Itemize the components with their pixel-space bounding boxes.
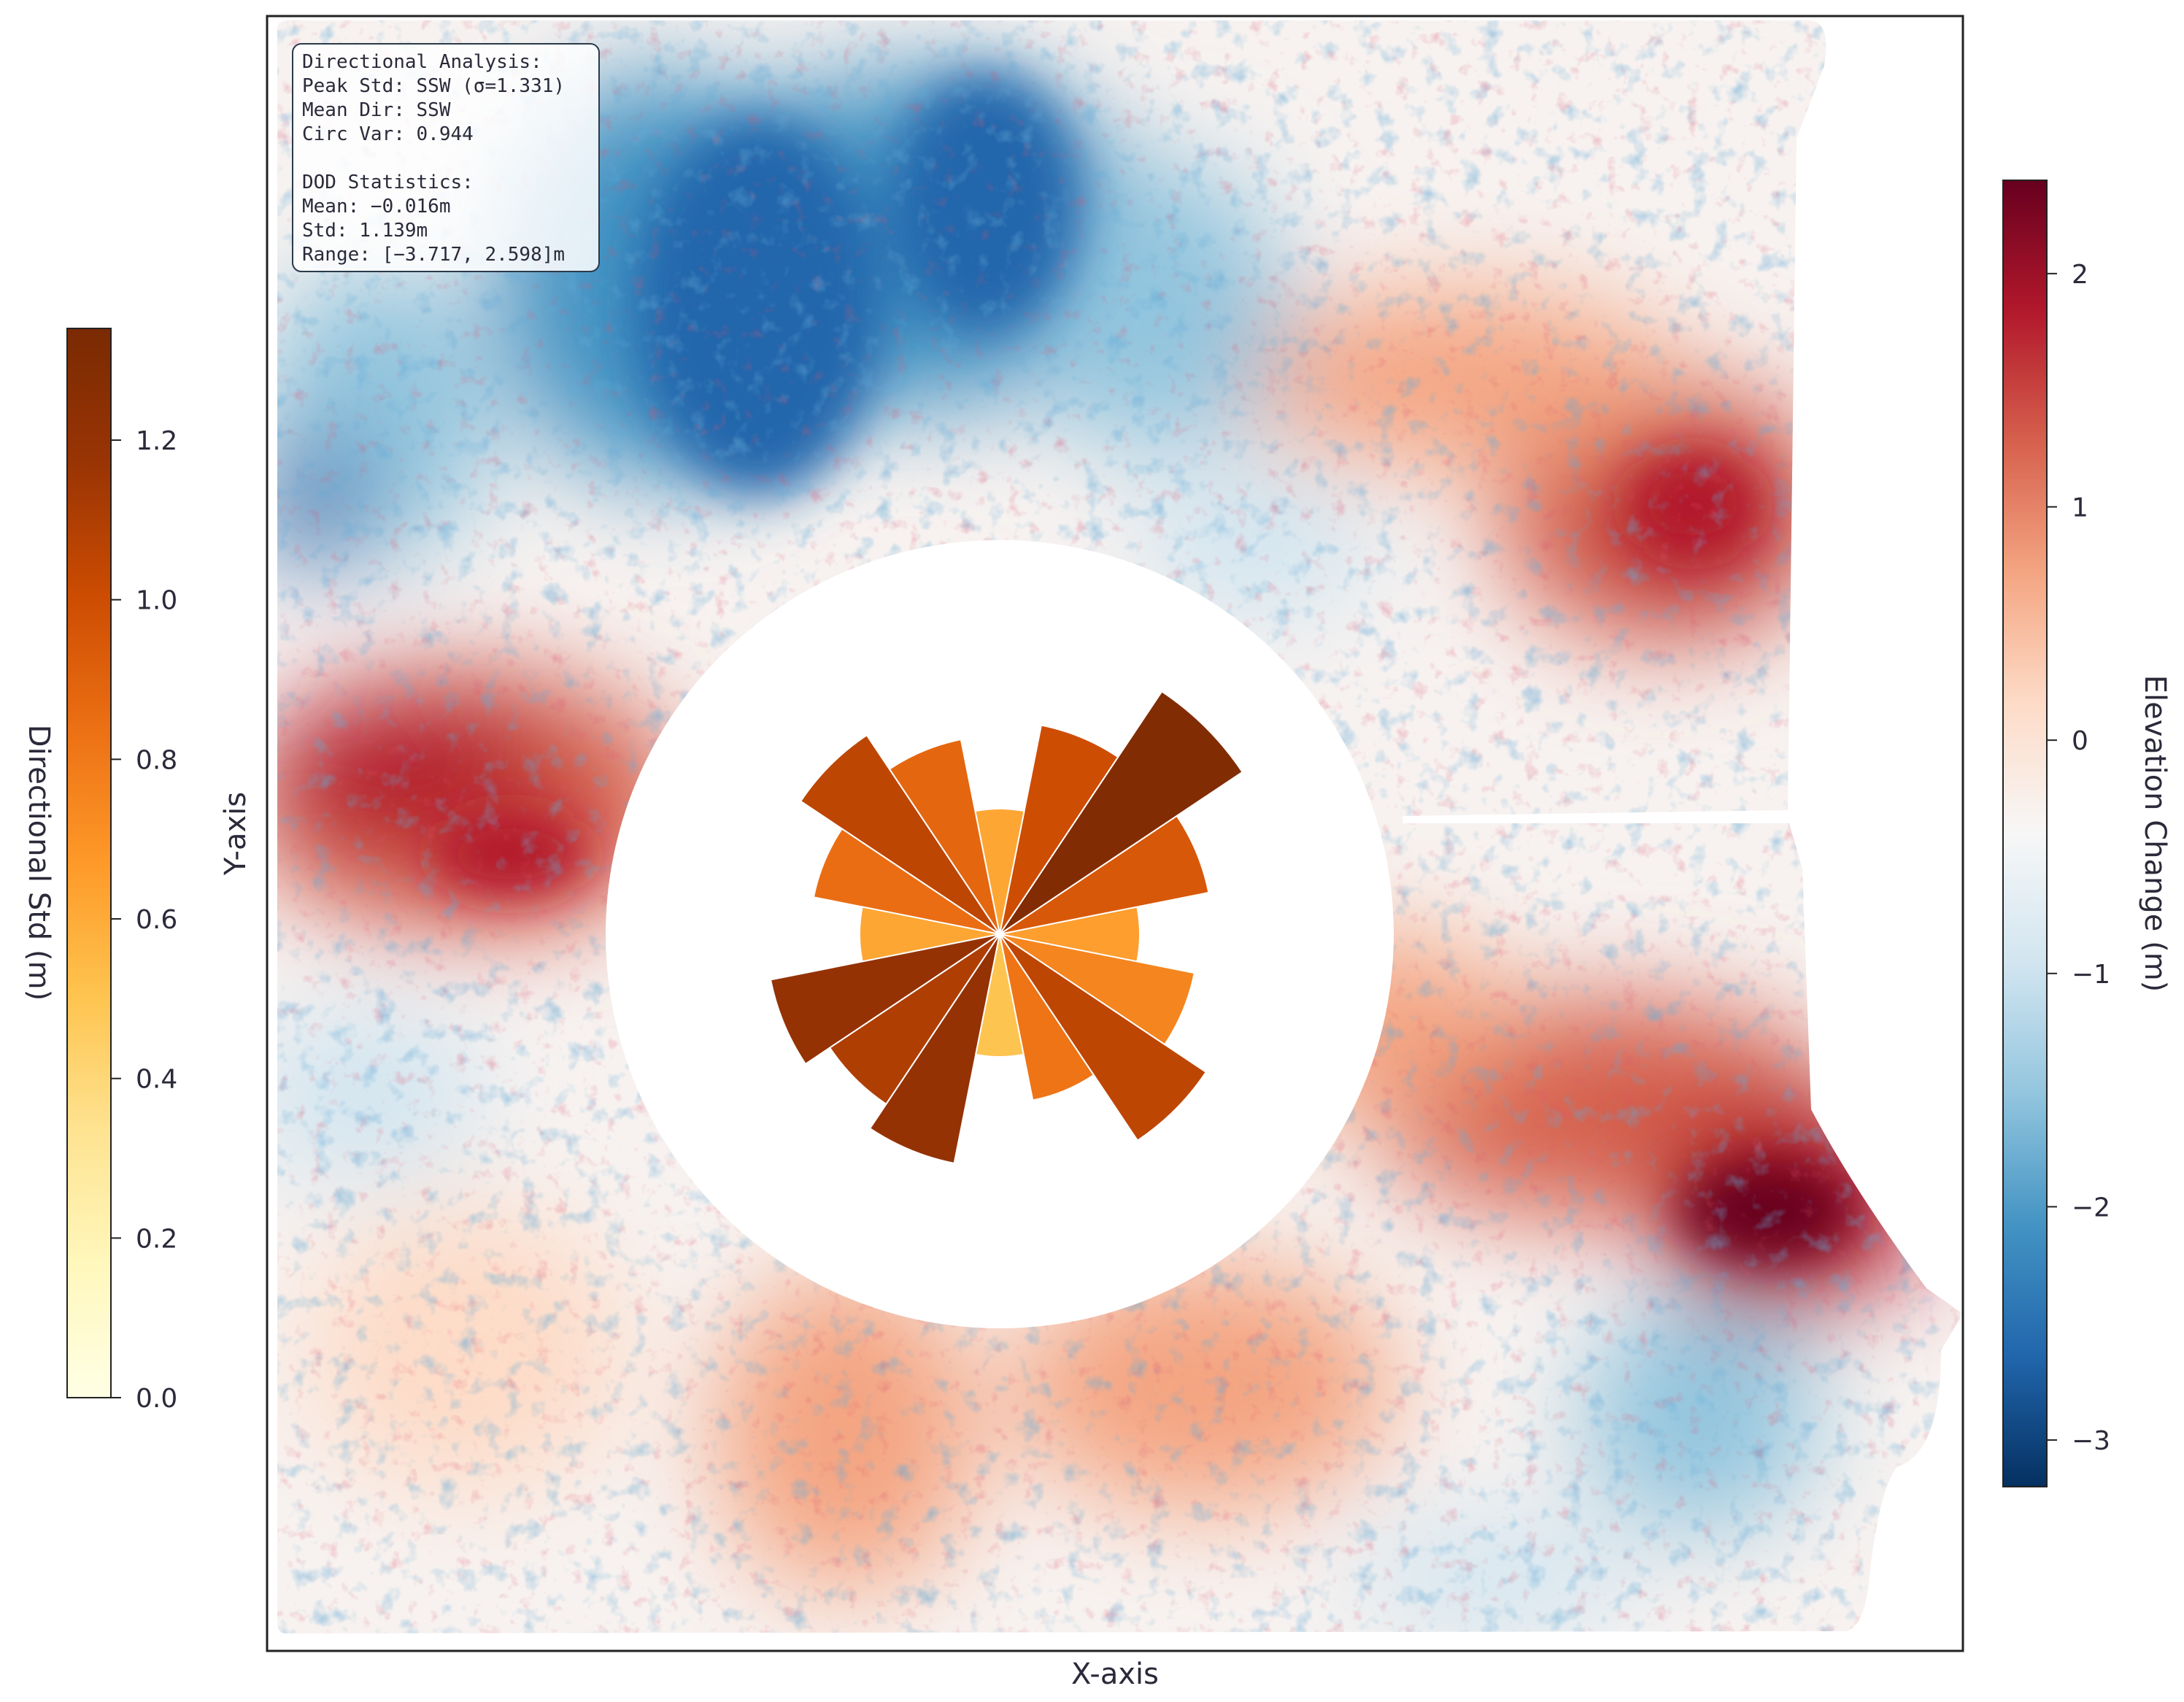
elevation-colorbar-tick-label: −3 bbox=[2072, 1426, 2110, 1456]
elevation-colorbar-label: Elevation Change (m) bbox=[2138, 675, 2172, 993]
directional-std-colorbar-tick-label: 1.2 bbox=[136, 426, 177, 456]
rose-bar-nne bbox=[999, 724, 1119, 935]
elevation-colorbar-gradient bbox=[2002, 180, 2048, 1487]
elevation-colorbar-tick-label: −1 bbox=[2072, 960, 2110, 990]
y-axis-label: Y-axis bbox=[219, 792, 252, 876]
rose-diagram bbox=[769, 690, 1243, 1165]
elevation-colorbar-tick-label: 1 bbox=[2072, 493, 2088, 523]
directional-std-colorbar-tick-label: 0.0 bbox=[136, 1384, 177, 1414]
directional-std-colorbar-tick-label: 0.2 bbox=[136, 1224, 177, 1254]
rose-bar-ssw bbox=[868, 933, 1000, 1165]
annotation-line: Directional Analysis: bbox=[302, 51, 542, 73]
elevation-colorbar-tick-label: 0 bbox=[2072, 726, 2088, 756]
elevation-colorbar: 2 1 0 −1 −2 −3 Elevation Change (m) bbox=[2002, 180, 2172, 1487]
directional-std-colorbar-tick-label: 1.0 bbox=[136, 586, 177, 616]
annotation-line: Circ Var: 0.944 bbox=[302, 123, 474, 145]
directional-std-colorbar-tick-label: 0.8 bbox=[136, 745, 177, 775]
annotation-line: Std: 1.139m bbox=[302, 220, 428, 242]
elevation-colorbar-tick-label: −2 bbox=[2072, 1193, 2110, 1222]
rose-bar-wsw bbox=[769, 933, 1000, 1066]
elevation-colorbar-tick-label: 2 bbox=[2072, 260, 2088, 290]
annotation-line: Range: [−3.717, 2.598]m bbox=[302, 244, 565, 266]
rose-bar-se bbox=[999, 933, 1208, 1142]
directional-std-colorbar-tick-label: 0.4 bbox=[136, 1065, 177, 1095]
stats-annotation: Directional Analysis:Peak Std: SSW (σ=1.… bbox=[292, 43, 600, 272]
directional-std-colorbar: 0.0 0.2 0.4 0.6 0.8 1.0 1.2 Directional Std (m… bbox=[22, 328, 177, 1414]
x-axis-label: X-axis bbox=[1071, 1657, 1159, 1691]
directional-std-colorbar-gradient bbox=[66, 328, 112, 1398]
annotation-line: DOD Statistics: bbox=[302, 172, 474, 193]
rose-bar-wnw bbox=[812, 828, 1000, 935]
rose-bar-ene bbox=[999, 815, 1210, 935]
annotation-box bbox=[292, 43, 600, 272]
rose-bar-ne bbox=[999, 690, 1243, 935]
rose-bar-nw bbox=[799, 733, 1000, 935]
directional-std-colorbar-tick-label: 0.6 bbox=[136, 905, 177, 935]
annotation-line: Mean: −0.016m bbox=[302, 196, 451, 217]
annotation-line: Peak Std: SSW (σ=1.331) bbox=[302, 75, 565, 97]
directional-std-colorbar-label: Directional Std (m) bbox=[22, 725, 55, 1001]
annotation-line: Mean Dir: SSW bbox=[302, 99, 451, 121]
rose-bar-ese bbox=[999, 933, 1195, 1046]
